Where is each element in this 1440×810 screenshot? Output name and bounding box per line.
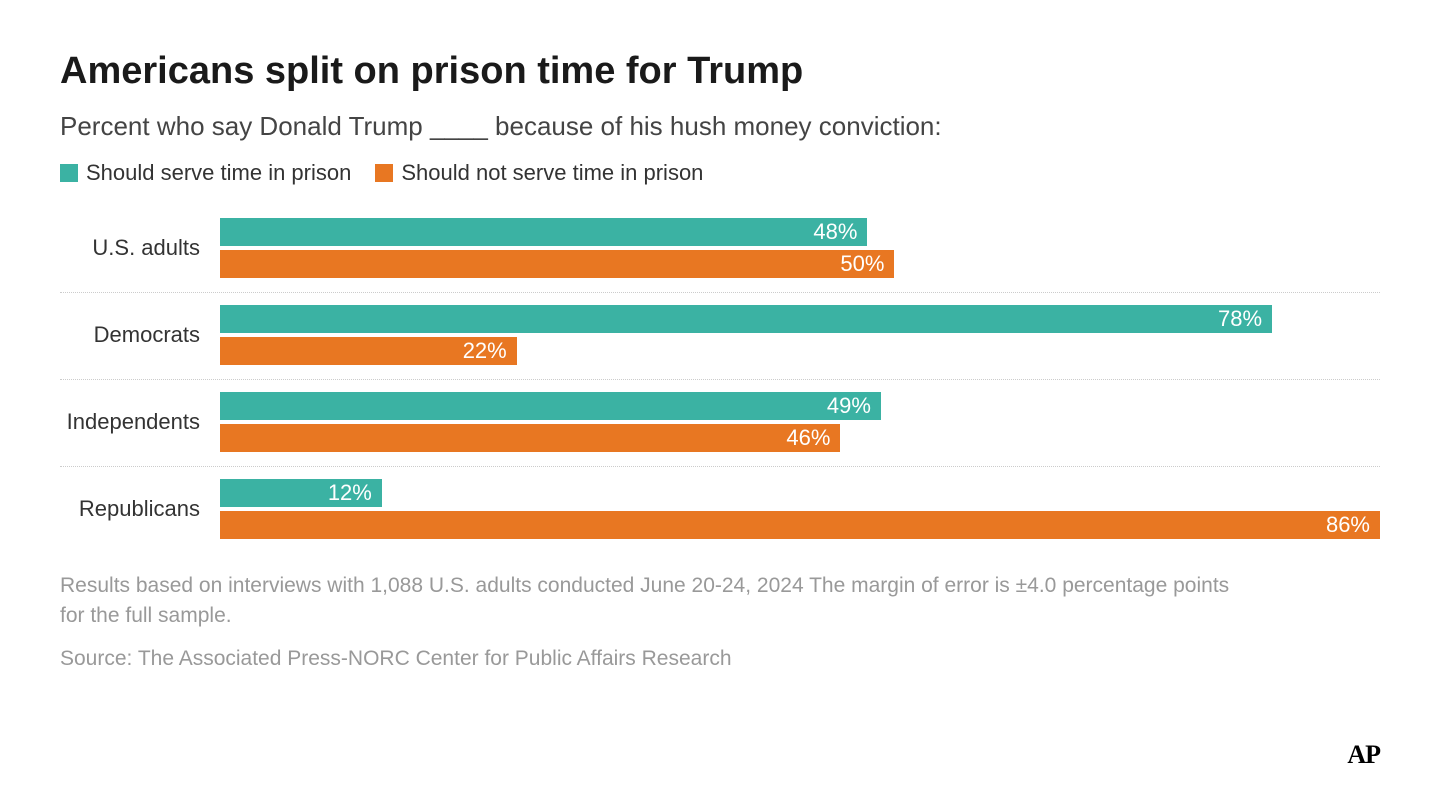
chart-group: Democrats78%22% — [60, 293, 1380, 380]
bar: 22% — [220, 337, 517, 365]
legend: Should serve time in prison Should not s… — [60, 160, 1380, 186]
bar: 50% — [220, 250, 894, 278]
category-label: Independents — [60, 409, 220, 435]
legend-swatch-1 — [375, 164, 393, 182]
category-label: U.S. adults — [60, 235, 220, 261]
legend-item-should: Should serve time in prison — [60, 160, 351, 186]
category-label: Republicans — [60, 496, 220, 522]
bars-wrapper: 12%86% — [220, 479, 1380, 539]
chart-group: U.S. adults48%50% — [60, 206, 1380, 293]
bar: 78% — [220, 305, 1272, 333]
footnote-source: Source: The Associated Press-NORC Center… — [60, 644, 1240, 674]
bar-row: 48% — [220, 218, 1380, 246]
bar-row: 78% — [220, 305, 1380, 333]
bar-row: 46% — [220, 424, 1380, 452]
bar: 46% — [220, 424, 840, 452]
chart-title: Americans split on prison time for Trump — [60, 50, 1380, 93]
bar-row: 49% — [220, 392, 1380, 420]
bar-chart: U.S. adults48%50%Democrats78%22%Independ… — [60, 206, 1380, 553]
legend-label-1: Should not serve time in prison — [401, 160, 703, 186]
chart-container: Americans split on prison time for Trump… — [0, 0, 1440, 810]
bar: 12% — [220, 479, 382, 507]
legend-label-0: Should serve time in prison — [86, 160, 351, 186]
bars-wrapper: 48%50% — [220, 218, 1380, 278]
bar-row: 50% — [220, 250, 1380, 278]
bar-row: 86% — [220, 511, 1380, 539]
bar: 48% — [220, 218, 867, 246]
category-label: Democrats — [60, 322, 220, 348]
footnote-methodology: Results based on interviews with 1,088 U… — [60, 571, 1240, 632]
chart-subtitle: Percent who say Donald Trump ____ becaus… — [60, 111, 1380, 142]
ap-logo: AP — [1347, 740, 1380, 770]
bar-row: 12% — [220, 479, 1380, 507]
bar-row: 22% — [220, 337, 1380, 365]
legend-item-should-not: Should not serve time in prison — [375, 160, 703, 186]
chart-group: Independents49%46% — [60, 380, 1380, 467]
footnotes: Results based on interviews with 1,088 U… — [60, 571, 1240, 674]
chart-group: Republicans12%86% — [60, 467, 1380, 553]
bar: 86% — [220, 511, 1380, 539]
legend-swatch-0 — [60, 164, 78, 182]
bars-wrapper: 78%22% — [220, 305, 1380, 365]
bar: 49% — [220, 392, 881, 420]
bars-wrapper: 49%46% — [220, 392, 1380, 452]
